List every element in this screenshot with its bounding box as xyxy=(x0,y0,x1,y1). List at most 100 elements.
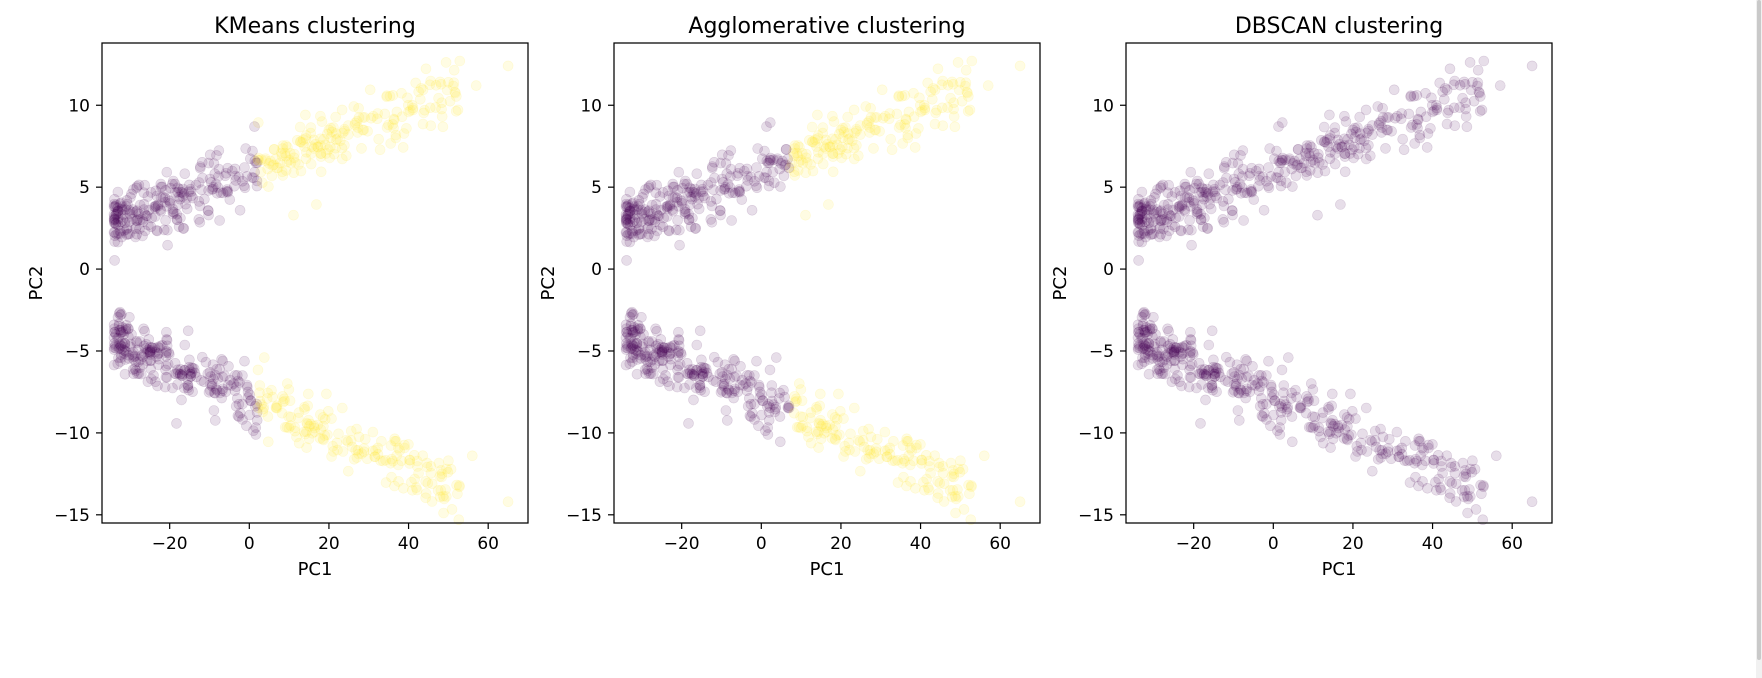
data-point xyxy=(115,339,126,351)
data-point xyxy=(1206,325,1218,337)
data-point xyxy=(113,308,125,319)
data-point xyxy=(357,124,369,136)
data-point xyxy=(1139,349,1151,360)
data-point xyxy=(274,157,286,169)
data-point xyxy=(340,150,352,161)
data-point xyxy=(766,380,778,391)
data-point xyxy=(1263,162,1274,173)
data-point xyxy=(1444,488,1456,499)
data-point xyxy=(257,406,269,418)
y-tick-label: 5 xyxy=(591,178,602,198)
data-point xyxy=(394,445,406,456)
data-point xyxy=(1354,111,1365,123)
data-point xyxy=(1268,409,1279,421)
data-point xyxy=(1148,311,1159,323)
data-point xyxy=(256,154,267,165)
data-point xyxy=(1361,402,1372,414)
data-point xyxy=(197,351,208,363)
data-point xyxy=(764,117,776,128)
data-point xyxy=(312,141,324,153)
data-point xyxy=(315,151,327,162)
data-point xyxy=(138,340,150,352)
data-point xyxy=(245,395,256,406)
data-point xyxy=(112,332,123,344)
data-point xyxy=(179,382,190,394)
y-tick-label: −5 xyxy=(1089,342,1114,362)
data-point xyxy=(437,121,449,133)
data-point xyxy=(640,368,651,380)
data-point xyxy=(256,399,267,410)
data-point xyxy=(388,113,400,125)
data-point xyxy=(1258,205,1270,216)
scatter-points xyxy=(1132,55,1538,526)
data-point xyxy=(883,113,895,125)
data-point xyxy=(774,163,786,175)
vertical-scrollbar[interactable] xyxy=(1756,0,1762,678)
data-point xyxy=(1380,143,1391,154)
data-point xyxy=(164,348,175,360)
data-point xyxy=(641,350,653,362)
data-point xyxy=(706,161,718,172)
data-point xyxy=(284,395,296,407)
data-point xyxy=(248,172,259,184)
data-point xyxy=(397,142,409,153)
data-point xyxy=(848,153,860,165)
data-point xyxy=(949,121,961,133)
data-point xyxy=(279,395,290,407)
data-point xyxy=(255,166,267,178)
data-point xyxy=(824,141,836,153)
data-point xyxy=(109,210,120,222)
data-point xyxy=(922,77,934,89)
data-point xyxy=(788,166,800,178)
data-point xyxy=(283,384,295,395)
data-point xyxy=(268,144,280,155)
agglomerative-panel: Agglomerative clustering −20 0 20 40 60 −15 −10… xyxy=(538,14,1041,580)
data-point xyxy=(294,136,306,147)
data-point xyxy=(768,399,779,410)
data-point xyxy=(206,184,218,195)
data-point xyxy=(848,104,860,116)
data-point xyxy=(185,371,196,382)
data-point xyxy=(628,203,640,215)
data-point xyxy=(167,382,178,394)
data-point xyxy=(851,123,862,135)
data-point xyxy=(113,205,124,217)
data-point xyxy=(356,448,368,459)
data-point xyxy=(1461,121,1473,133)
data-point xyxy=(1224,356,1236,368)
data-point xyxy=(1417,476,1428,487)
data-point xyxy=(195,375,207,386)
data-point xyxy=(282,142,293,153)
data-point xyxy=(277,140,289,151)
data-point xyxy=(735,360,746,372)
data-point xyxy=(207,183,219,195)
data-point xyxy=(179,364,190,376)
data-point xyxy=(114,342,125,354)
data-point xyxy=(1273,121,1284,132)
data-point xyxy=(833,388,844,400)
data-point xyxy=(320,148,332,159)
data-point xyxy=(202,205,214,216)
data-point xyxy=(372,448,384,460)
data-point xyxy=(854,465,866,477)
data-point xyxy=(946,491,958,503)
data-point xyxy=(239,162,250,173)
data-point xyxy=(134,223,145,235)
data-point xyxy=(330,128,342,139)
data-point xyxy=(150,211,161,222)
data-point xyxy=(112,205,124,216)
data-point xyxy=(211,188,223,199)
data-point xyxy=(178,188,190,199)
data-point xyxy=(239,182,251,194)
data-point xyxy=(691,339,703,351)
data-point xyxy=(120,201,132,212)
data-point xyxy=(817,122,829,133)
data-point xyxy=(159,381,171,393)
x-axis-label: PC1 xyxy=(810,559,845,580)
data-point xyxy=(223,360,234,372)
data-point xyxy=(305,148,317,159)
data-point xyxy=(331,437,343,449)
data-point xyxy=(413,86,425,98)
scrollbar-thumb[interactable] xyxy=(1757,0,1761,660)
data-point xyxy=(193,196,205,207)
